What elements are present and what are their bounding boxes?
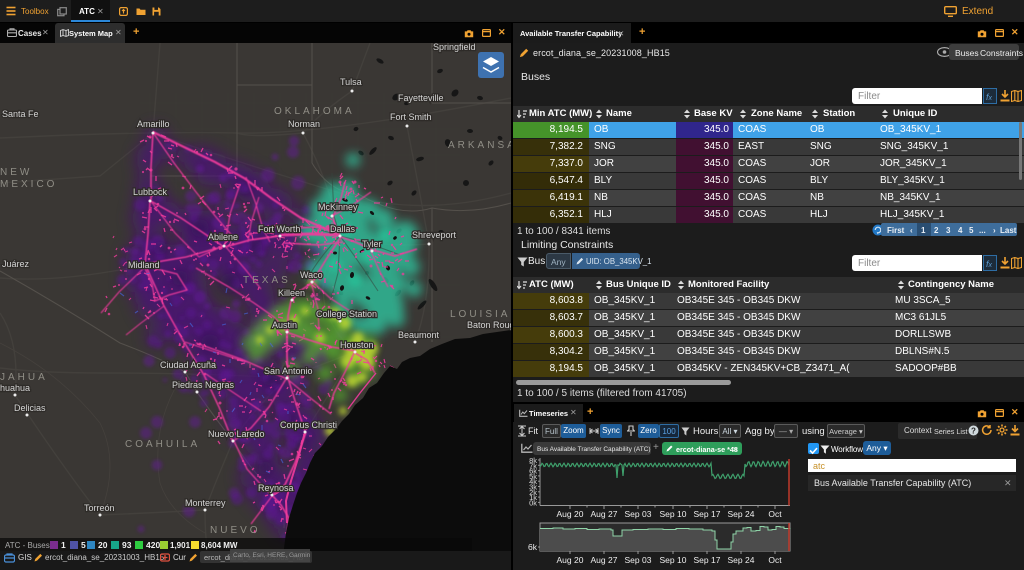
svg-text:0k: 0k xyxy=(529,498,537,507)
svg-text:Oct: Oct xyxy=(768,509,782,519)
svg-text:Springfield: Springfield xyxy=(433,43,476,52)
svg-text:Santa Fe: Santa Fe xyxy=(2,109,39,119)
svg-text:7k: 7k xyxy=(529,461,537,470)
svg-text:Corpus Christi: Corpus Christi xyxy=(280,420,337,430)
svg-text:6k: 6k xyxy=(529,467,537,476)
svg-text:Tulsa: Tulsa xyxy=(340,77,362,87)
svg-text:Aug 27: Aug 27 xyxy=(591,555,618,565)
svg-text:LOUISIANA: LOUISIANA xyxy=(450,309,511,320)
svg-text:Piedras Negras: Piedras Negras xyxy=(172,380,235,390)
svg-text:Fort Smith: Fort Smith xyxy=(390,112,432,122)
svg-text:Sep 10: Sep 10 xyxy=(660,555,687,565)
svg-text:College Station: College Station xyxy=(316,309,377,319)
svg-text:Killeen: Killeen xyxy=(278,288,305,298)
svg-text:?: ? xyxy=(971,426,976,435)
svg-text:Sep 10: Sep 10 xyxy=(660,509,687,519)
svg-text:8k: 8k xyxy=(529,456,537,465)
svg-text:Houston: Houston xyxy=(340,340,374,350)
svg-text:4k: 4k xyxy=(529,477,537,486)
svg-text:Fayetteville: Fayetteville xyxy=(398,93,444,103)
svg-text:3k: 3k xyxy=(529,483,537,492)
svg-text:Dallas: Dallas xyxy=(330,224,356,234)
svg-text:Lubbock: Lubbock xyxy=(133,187,168,197)
svg-text:Ciudad Acuña: Ciudad Acuña xyxy=(160,360,216,370)
svg-text:2k: 2k xyxy=(529,488,537,497)
svg-text:Torreón: Torreón xyxy=(84,503,115,513)
svg-text:Tyler: Tyler xyxy=(362,239,382,249)
svg-text:5k: 5k xyxy=(529,472,537,481)
svg-text:OKLAHOMA: OKLAHOMA xyxy=(274,106,355,117)
svg-text:Sep 03: Sep 03 xyxy=(625,509,652,519)
svg-text:McKinney: McKinney xyxy=(318,202,358,212)
svg-text:Beaumont: Beaumont xyxy=(398,330,440,340)
svg-text:Reynosa: Reynosa xyxy=(258,483,294,493)
svg-text:MEXICO: MEXICO xyxy=(0,179,57,190)
svg-text:6k: 6k xyxy=(528,542,538,552)
svg-text:Baton Roug: Baton Roug xyxy=(467,320,511,330)
svg-text:Monterrey: Monterrey xyxy=(185,498,226,508)
svg-text:COAHUILA: COAHUILA xyxy=(125,439,200,450)
svg-text:NEW: NEW xyxy=(0,167,32,178)
svg-text:huahua: huahua xyxy=(0,383,30,393)
svg-text:Aug 27: Aug 27 xyxy=(591,509,618,519)
svg-text:Sep 17: Sep 17 xyxy=(694,555,721,565)
svg-text:TEXAS: TEXAS xyxy=(243,275,291,286)
svg-text:Norman: Norman xyxy=(288,119,320,129)
svg-text:Juárez: Juárez xyxy=(2,259,30,269)
svg-text:JAHUA: JAHUA xyxy=(0,372,48,383)
svg-text:Waco: Waco xyxy=(300,270,323,280)
svg-text:Fort Worth: Fort Worth xyxy=(258,224,300,234)
svg-text:1k: 1k xyxy=(529,493,537,502)
svg-text:Midland: Midland xyxy=(128,260,160,270)
svg-text:Nuevo Laredo: Nuevo Laredo xyxy=(208,429,265,439)
svg-text:Sep 17: Sep 17 xyxy=(694,509,721,519)
svg-text:Aug 20: Aug 20 xyxy=(557,509,584,519)
svg-text:Sep 24: Sep 24 xyxy=(728,555,755,565)
svg-text:Aug 20: Aug 20 xyxy=(557,555,584,565)
svg-text:Austin: Austin xyxy=(272,320,297,330)
svg-text:Sep 24: Sep 24 xyxy=(728,509,755,519)
svg-text:Delicias: Delicias xyxy=(14,403,46,413)
svg-text:Oct: Oct xyxy=(768,555,782,565)
svg-text:Amarillo: Amarillo xyxy=(137,119,170,129)
svg-text:Shreveport: Shreveport xyxy=(412,230,457,240)
svg-text:ARKANSAS: ARKANSAS xyxy=(448,140,511,151)
svg-text:San Antonio: San Antonio xyxy=(264,366,313,376)
svg-text:Abilene: Abilene xyxy=(208,232,238,242)
svg-text:Sep 03: Sep 03 xyxy=(625,555,652,565)
svg-text:NUEVO: NUEVO xyxy=(210,525,261,536)
